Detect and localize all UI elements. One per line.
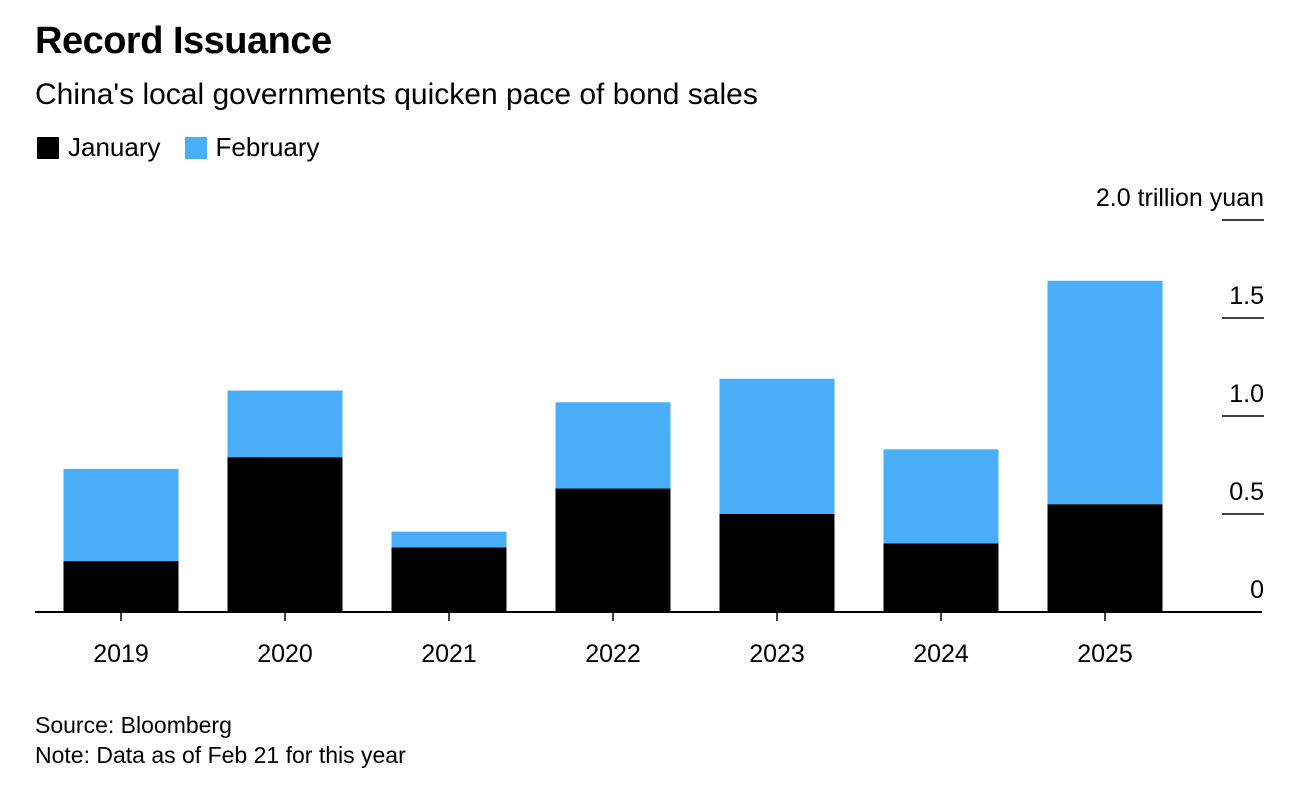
legend-item-february: February <box>184 132 320 163</box>
y-tick-label: 0 <box>1250 576 1264 604</box>
legend-item-january: January <box>37 132 161 163</box>
data-note: Note: Data as of Feb 21 for this year <box>35 742 406 768</box>
y-tick-label: 2.0 trillion yuan <box>1096 184 1264 212</box>
bar-february-2019 <box>63 468 179 562</box>
stacked-bar-chart: 0 0.5 1.0 1.5 2.0 trillion yuan 2019 2020 2021 2… <box>35 184 1264 668</box>
chart-title: Record Issuance <box>35 20 332 62</box>
x-tick-label: 2024 <box>913 640 969 668</box>
bar-february-2023 <box>719 378 835 514</box>
y-tick-label: 0.5 <box>1229 478 1264 506</box>
legend-label-february: February <box>215 132 320 162</box>
bar-january-2020 <box>227 457 343 612</box>
x-tick-label: 2021 <box>421 640 477 668</box>
y-tick-label: 1.5 <box>1229 282 1264 310</box>
bar-february-2022 <box>555 402 671 489</box>
x-tick-label: 2023 <box>749 640 805 668</box>
x-tick-label: 2022 <box>585 640 641 668</box>
bar-january-2024 <box>883 543 999 612</box>
bar-january-2022 <box>555 488 671 612</box>
source-note: Source: Bloomberg <box>35 712 232 738</box>
legend-swatch-january <box>37 136 59 159</box>
bar-january-2025 <box>1047 504 1163 612</box>
bar-february-2025 <box>1047 280 1163 505</box>
y-tick-label: 1.0 <box>1229 380 1264 408</box>
bar-january-2023 <box>719 514 835 612</box>
bar-january-2021 <box>391 547 507 612</box>
x-tick-label: 2019 <box>93 640 149 668</box>
chart-subtitle: China's local governments quicken pace o… <box>35 78 758 111</box>
bar-february-2024 <box>883 449 999 544</box>
x-tick-label: 2020 <box>257 640 313 668</box>
legend-label-january: January <box>68 132 161 162</box>
bar-february-2020 <box>227 390 343 458</box>
bar-january-2019 <box>63 561 179 612</box>
legend: January February <box>37 132 344 163</box>
legend-swatch-february <box>184 136 207 159</box>
bar-february-2021 <box>391 531 507 548</box>
x-tick-label: 2025 <box>1077 640 1133 668</box>
